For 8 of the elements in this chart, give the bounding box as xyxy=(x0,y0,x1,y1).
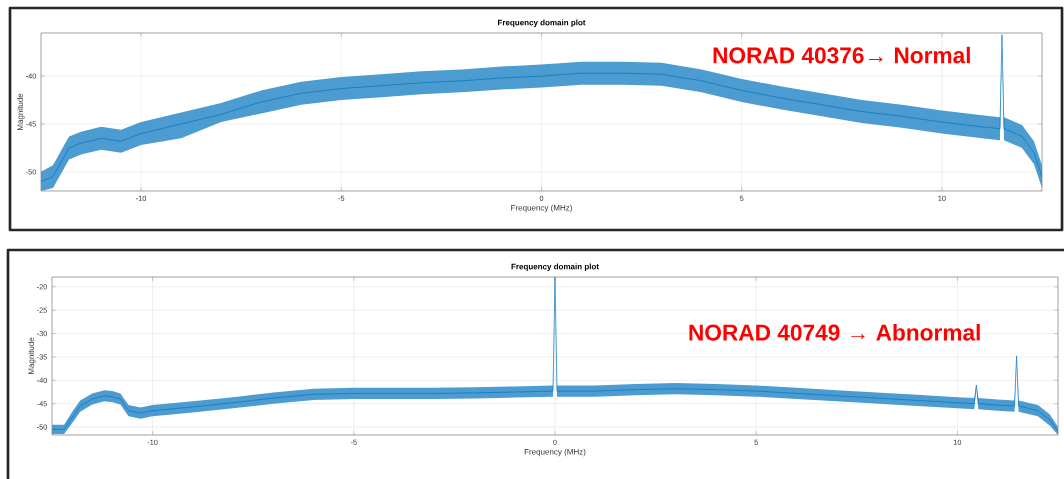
chart-title: Frequency domain plot xyxy=(498,19,586,27)
y-axis-title: Magnitude xyxy=(28,337,36,375)
y-axis-title: Magnitude xyxy=(17,93,25,131)
x-axis-title: Frequency (MHz) xyxy=(511,204,572,213)
x-axis-title: Frequency (MHz) xyxy=(524,448,586,457)
annotation: NORAD 40376→ Normal xyxy=(713,46,970,64)
chart-title: Frequency domain plot xyxy=(511,263,599,271)
annotation: NORAD 40749 → Abnormal xyxy=(689,323,980,341)
